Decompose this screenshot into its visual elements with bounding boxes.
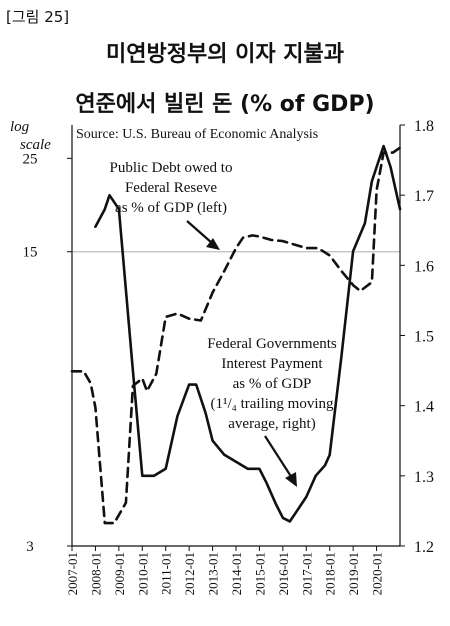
left-tick-label: 25 <box>23 151 38 167</box>
annotation-interest-line-2: Interest Payment <box>221 356 323 372</box>
annotation-interest-line-5: average, right) <box>228 416 315 432</box>
right-tick-label: 1.7 <box>414 188 434 205</box>
x-tick-label: 2017-01 <box>299 552 314 595</box>
annotation-interest-arrowhead <box>285 472 297 487</box>
x-tick-label: 2014-01 <box>229 552 244 595</box>
x-tick-label: 2012-01 <box>182 552 197 595</box>
left-tick-label: 15 <box>23 245 38 261</box>
x-tick-label: 2011-01 <box>159 552 174 595</box>
annotation-debt-line-2: Federal Reseve <box>125 180 217 196</box>
annotation-debt-arrow <box>186 220 213 244</box>
annotation-interest-arrow <box>264 435 293 479</box>
x-tick-label: 2015-01 <box>252 552 267 595</box>
right-tick-label: 1.5 <box>414 329 434 346</box>
x-tick-label: 2009-01 <box>112 552 127 595</box>
right-tick-label: 1.3 <box>414 469 434 486</box>
chart-source: Source: U.S. Bureau of Economic Analysis <box>76 127 318 142</box>
annotation-debt-line-3: as % of GDP (left) <box>115 200 227 216</box>
x-tick-label: 2019-01 <box>346 552 361 595</box>
annotation-interest-line-4: (1¹/₄ trailing moving <box>210 396 334 412</box>
annotation-debt-line-1: Public Debt owed to <box>110 160 233 176</box>
left-axis-label-line-1: log <box>10 119 30 135</box>
right-tick-label: 1.2 <box>414 539 434 556</box>
left-axis-label-line-2: scale <box>20 137 51 153</box>
chart-title-line-2: 연준에서 빌린 돈 (% of GDP) <box>75 92 375 117</box>
x-tick-label: 2016-01 <box>276 552 291 595</box>
x-tick-label: 2007-01 <box>65 552 80 595</box>
right-tick-label: 1.4 <box>414 399 434 416</box>
x-tick-label: 2018-01 <box>323 552 338 595</box>
left-tick-label: 3 <box>26 539 34 555</box>
right-tick-label: 1.6 <box>414 258 434 275</box>
x-tick-label: 2013-01 <box>206 552 221 595</box>
x-tick-label: 2020-01 <box>370 552 385 595</box>
x-tick-label: 2010-01 <box>135 552 150 595</box>
x-tick-label: 2008-01 <box>88 552 103 595</box>
chart-title-line-1: 미연방정부의 이자 지불과 <box>106 42 344 67</box>
annotation-interest-line-1: Federal Governments <box>207 336 337 352</box>
series-line-interest-payment <box>94 144 402 523</box>
right-tick-label: 1.8 <box>414 118 434 135</box>
annotation-debt-arrowhead <box>206 238 220 250</box>
annotation-interest-line-3: as % of GDP <box>233 376 312 392</box>
series-line-debt-held-by-fed <box>70 146 402 525</box>
figure-label: [그림 25] <box>6 8 70 26</box>
